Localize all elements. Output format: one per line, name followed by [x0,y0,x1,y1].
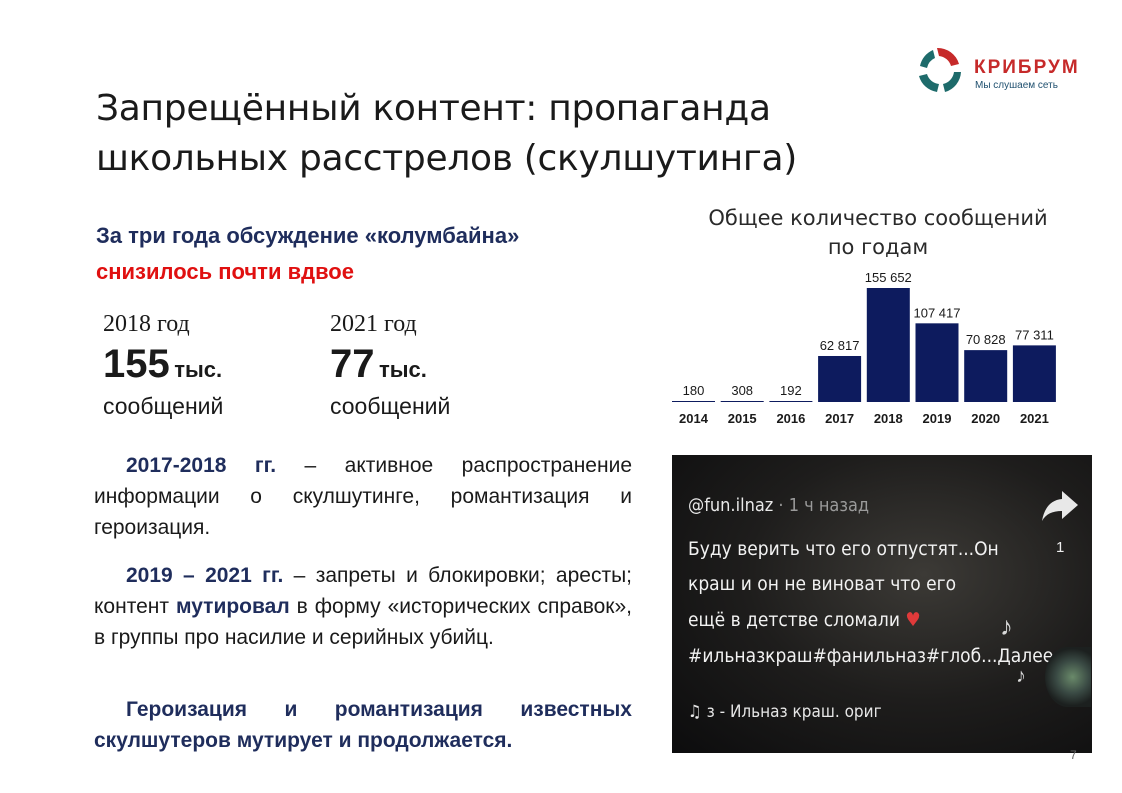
chart-title-line2: по годам [827,235,929,259]
bar-chart: 180 2014 308 2015 192 2016 62 817 2017 155 652 20… [672,270,1056,426]
stat-number-value: 155 [103,342,170,386]
headline-line2: снизилось почти вдвое [96,259,354,284]
category-label-2018: 2018 [874,411,903,426]
bar-2017 [818,355,862,402]
category-label-2017: 2017 [825,411,854,426]
bar-2016 [769,401,813,402]
stat-year: 2018 год [103,311,190,337]
stat-number-value: 77 [330,342,375,386]
post-time: · 1 ч назад [773,495,870,516]
bar-2018 [866,288,910,402]
stat-number: 155 тыс. [103,344,223,393]
stat-label: сообщений [330,393,451,419]
music-disc-avatar [1045,647,1091,707]
broken-heart-icon: ♥ [899,609,921,631]
stat-2021: 2021 год 77 тыс. сообщений [330,310,450,419]
paragraph-2017-2018: 2017-2018 гг. – активное распространение… [94,450,632,543]
category-label-2015: 2015 [728,411,757,426]
logo-name: КРИБРУМ [974,57,1080,78]
value-label-2019: 107 417 [914,305,961,320]
floating-note-icon: ♪ [1016,665,1026,687]
para2-bold-b: мутировал [175,595,290,618]
bar-2014 [672,401,715,402]
stat-number: 77 тыс. [330,344,450,393]
floating-note-icon: ♪ [1000,611,1013,641]
bar-2020 [964,350,1008,402]
slide-title: Запрещённый контент: пропаганда школьных… [96,84,856,184]
page-number: 7 [1070,748,1077,762]
para2-text-b: в форму «исторических справок», в группы… [94,595,633,649]
paragraph-conclusion: Героизация и романтизация известных скул… [94,694,632,756]
value-label-2020: 70 828 [966,332,1006,347]
category-label-2021: 2021 [1020,411,1049,426]
share-count: 1 [1056,539,1065,556]
value-label-2017: 62 817 [820,338,860,353]
bar-2021 [1012,345,1056,402]
stat-number-unit: тыс. [378,357,427,382]
category-label-2016: 2016 [776,411,805,426]
value-label-2014: 180 [683,383,705,398]
stat-2018: 2018 год 155 тыс. сообщений [103,310,223,419]
para3-bold: Героизация и романтизация известных скул… [94,698,632,752]
para2-bold: 2019 – 2021 гг. [126,564,284,587]
caption-line4: #ильназкраш#фанильназ#глоб...Далее [688,645,1054,667]
para1-bold: 2017-2018 гг. [126,454,277,477]
paragraph-2019-2021: 2019 – 2021 гг. – запреты и блокировки; … [94,560,632,653]
caption-line3-text: ещё в детстве сломали [688,609,900,631]
category-label-2014: 2014 [679,411,709,426]
screenshot-background [672,455,1092,753]
bar-2019 [915,323,959,402]
stat-year: 2021 год [330,311,417,337]
stat-label: сообщений [103,393,224,419]
bar-2015 [720,401,764,402]
para2-text-a: – запреты и блокировки; аресты; контент [94,564,632,618]
music-note-icon: ♫ [688,702,707,722]
value-label-2016: 192 [780,383,802,398]
share-icon [1042,491,1078,521]
slide-title-line2: школьных расстрелов (скулшутинга) [96,138,797,179]
value-label-2015: 308 [731,383,753,398]
caption-line2: краш и он не виноват что его [688,573,957,595]
post-author: @fun.ilnaz · 1 ч назад [688,495,869,516]
post-username: @fun.ilnaz [688,495,774,516]
stat-number-unit: тыс. [174,357,223,382]
tiktok-screenshot: @fun.ilnaz · 1 ч назад Буду верить что е… [672,455,1092,753]
chart-title-line1: Общее количество сообщений [708,206,1048,230]
slide-title-line1: Запрещённый контент: пропаганда [96,88,771,129]
music-line: ♫ з - Ильназ краш. ориг [688,702,882,722]
logo: КРИБРУМ Мы слушаем сеть [916,42,1086,98]
headline: За три года обсуждение «колумбайна» сниз… [96,218,519,290]
headline-line1: За три года обсуждение «колумбайна» [96,223,520,248]
kribrum-logo-icon [919,47,961,92]
value-label-2021: 77 311 [1015,327,1054,342]
category-label-2019: 2019 [923,411,952,426]
chart-title: Общее количество сообщений по годам [676,204,1080,262]
value-label-2018: 155 652 [865,270,912,285]
music-title: з - Ильназ краш. ориг [706,702,882,722]
logo-tagline: Мы слушаем сеть [975,80,1058,91]
caption-line1: Буду верить что его отпустят...Он [688,538,999,560]
category-label-2020: 2020 [971,411,1000,426]
caption-line3: ещё в детстве сломали ♥ [688,609,921,631]
para1-text: – активное распространение информации о … [94,454,632,539]
